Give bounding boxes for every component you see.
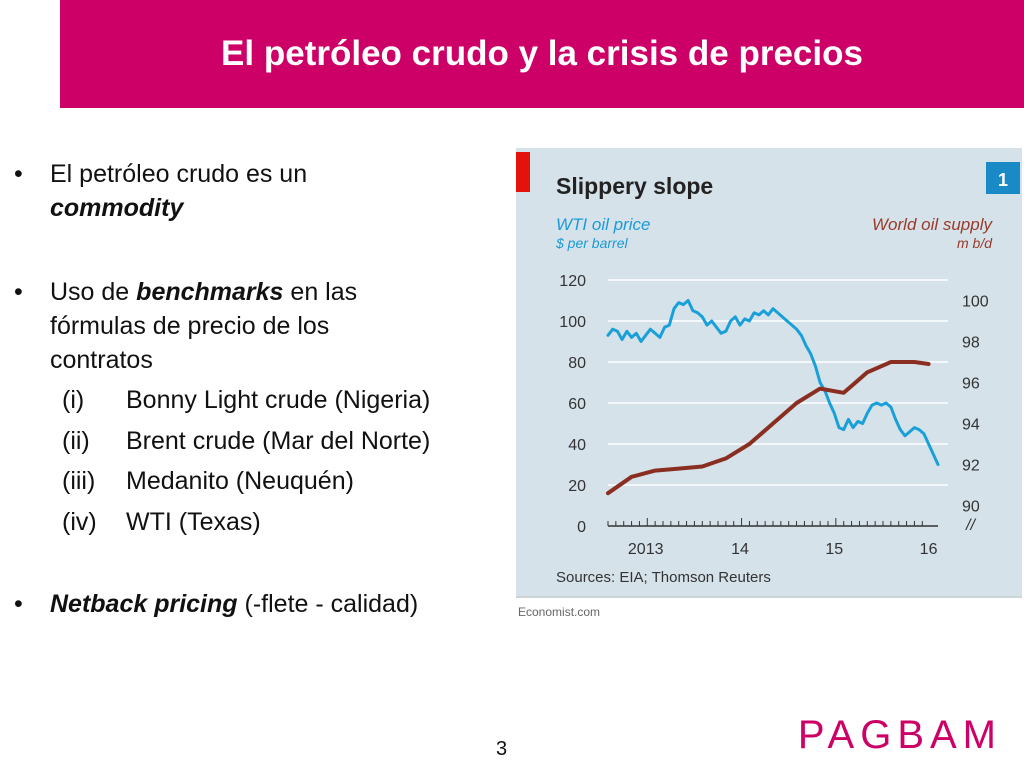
x-tick-label: 2013 (628, 541, 664, 558)
subitem-label: Brent crude (Mar del Norte) (126, 427, 431, 455)
subitem-label: Bonny Light crude (Nigeria) (126, 386, 431, 414)
bullet-list: • El petróleo crudo es un commodity • Us… (0, 157, 520, 623)
bullet-dot: • (14, 590, 23, 618)
left-tick-label: 120 (559, 273, 586, 290)
bullet-text-line2: fórmulas de precio de los (50, 312, 330, 340)
left-tick-label: 60 (568, 396, 586, 413)
bullet-suffix: en las (283, 278, 358, 306)
wti-price-line (606, 299, 940, 466)
left-axis-label: WTI oil price (556, 215, 650, 234)
bullet-text-line1: Uso de benchmarks en las (50, 275, 357, 309)
chart-badge-box (986, 162, 1020, 194)
bullet-prefix: Uso de (50, 278, 137, 306)
gridlines (607, 279, 948, 527)
slide-title: El petróleo crudo y la crisis de precios (221, 34, 863, 73)
left-axis-unit: $ per barrel (555, 235, 628, 251)
right-tick-label: 98 (962, 335, 980, 352)
x-tick-label: 14 (731, 541, 749, 558)
brand-logo: PAGBAM (797, 713, 1002, 757)
bullet-commodity: • El petróleo crudo es un commodity (0, 157, 520, 227)
subitem-number: (i) (62, 386, 85, 414)
bullet-text: Netback pricing (-flete - calidad) (50, 587, 418, 621)
x-tick-label: 16 (920, 541, 938, 558)
subitem-number: (iv) (62, 508, 97, 536)
chart-title: Slippery slope (556, 173, 713, 199)
oil-chart: Slippery slope 1 WTI oil price $ per bar… (514, 146, 1024, 622)
bullet-suffix: (-flete - calidad) (237, 590, 419, 618)
right-tick-label: 90 (962, 499, 980, 516)
left-tick-label: 20 (568, 478, 586, 495)
right-tick-label: 96 (962, 376, 980, 393)
left-tick-label: 80 (568, 355, 586, 372)
subitem-label: Medanito (Neuquén) (126, 467, 354, 495)
left-tick-label: 100 (559, 314, 586, 331)
axis-tick-labels: 0 20 40 60 80 100 120 90 92 94 96 98 100 // 2013 14 15 16 (559, 273, 989, 558)
left-tick-label: 0 (577, 519, 586, 536)
right-axis-unit: m b/d (957, 235, 993, 251)
bullet-text: El petróleo crudo es un (50, 160, 308, 188)
bullet-netback: • Netback pricing (-flete - calidad) (0, 587, 520, 623)
chart-footer: Economist.com (518, 605, 600, 619)
axis-break-mark: // (965, 517, 976, 534)
x-tick-label: 15 (825, 541, 843, 558)
right-tick-label: 100 (962, 294, 989, 311)
right-tick-label: 94 (962, 417, 980, 434)
bullet-dot: • (14, 278, 23, 306)
page-number: 3 (496, 738, 508, 760)
title-bar: El petróleo crudo y la crisis de precios (60, 0, 1024, 108)
world-supply-line (606, 360, 931, 496)
left-tick-label: 40 (568, 437, 586, 454)
chart-source: Sources: EIA; Thomson Reuters (556, 569, 771, 586)
right-axis-label: World oil supply (872, 215, 993, 234)
right-tick-label: 92 (962, 458, 980, 475)
series-lines (606, 299, 940, 496)
bullet-dot: • (14, 160, 23, 188)
bullet-benchmarks: • Uso de benchmarks en las fórmulas de p… (0, 275, 520, 379)
chart-container: Slippery slope 1 WTI oil price $ per bar… (514, 146, 1024, 622)
economist-red-tag (516, 152, 530, 192)
bullet-emphasis: Netback pricing (50, 590, 238, 618)
chart-badge-number: 1 (998, 170, 1008, 190)
subitem-number: (iii) (62, 467, 96, 495)
bullet-emphasis: commodity (50, 194, 184, 222)
subitem-label: WTI (Texas) (126, 508, 261, 536)
subitem-number: (ii) (62, 427, 90, 455)
chart-background (516, 148, 1022, 596)
bullet-text-line3: contratos (50, 346, 153, 374)
bullet-emphasis: benchmarks (136, 278, 284, 306)
